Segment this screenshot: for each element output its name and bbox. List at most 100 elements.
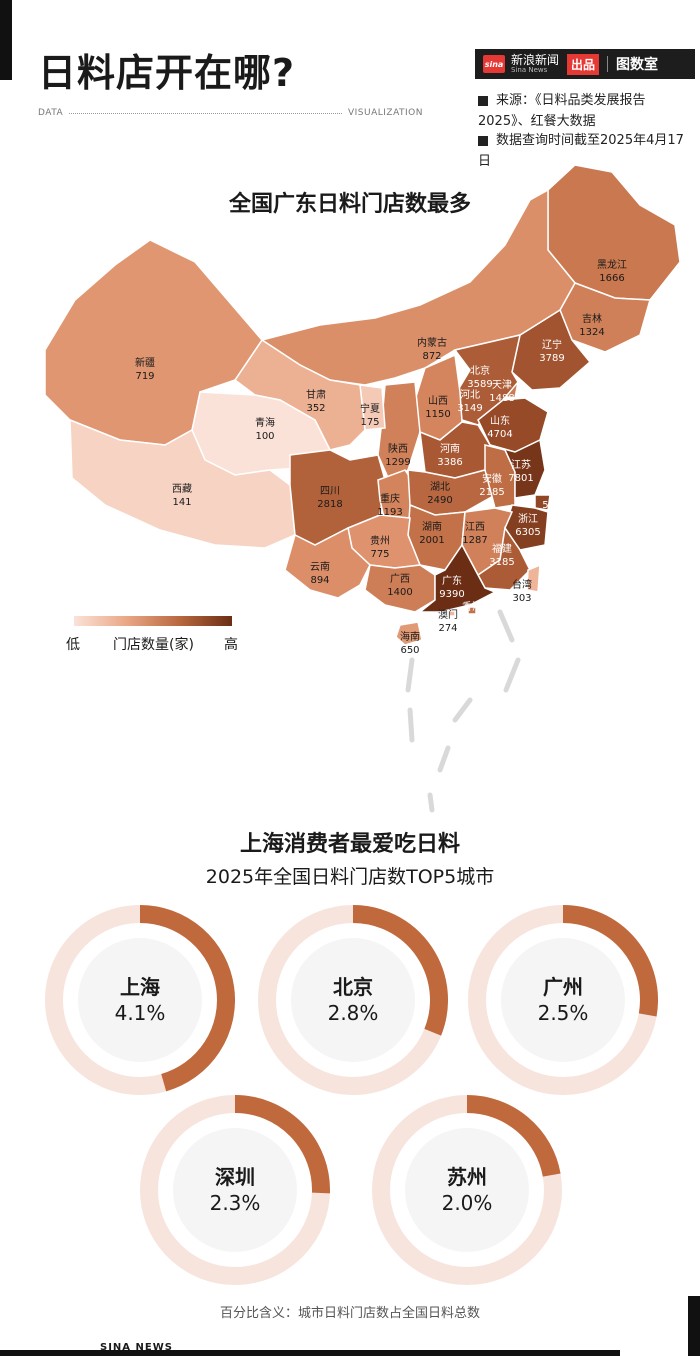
region-香港 — [467, 606, 477, 615]
legend-gradient — [74, 616, 232, 626]
brand-banner: sina 新浪新闻 Sina News 出品 图数室 — [475, 49, 695, 79]
region-name-label: 河北 — [460, 389, 480, 401]
region-name-label: 香港 — [462, 601, 482, 613]
region-value-label: 3149 — [457, 403, 482, 414]
region-value-label: 1193 — [377, 507, 402, 518]
donut-arc — [234, 1095, 330, 1194]
region-value-label: 2001 — [419, 535, 444, 546]
region-value-label: 4704 — [487, 429, 512, 440]
city-silhouette — [173, 1128, 297, 1252]
region-value-label: 3185 — [489, 557, 514, 568]
data-label: DATA — [38, 108, 64, 118]
donut-section-title: 上海消费者最爱吃日料 — [239, 832, 460, 857]
region-台湾 — [526, 563, 541, 593]
brand-name-en: Sina News — [511, 65, 548, 74]
region-name-label: 天津 — [492, 379, 512, 391]
region-value-label: 775 — [370, 549, 389, 560]
region-广东 — [417, 543, 497, 613]
region-name-label: 新疆 — [135, 356, 155, 369]
region-name-label: 台湾 — [512, 578, 532, 591]
region-value-label: 872 — [422, 351, 441, 362]
chupin-badge: 出品 — [567, 53, 600, 75]
donut-city-label: 苏州 — [447, 1165, 487, 1189]
region-value-label: 3589 — [467, 379, 492, 390]
region-辽宁 — [511, 308, 592, 391]
region-name-label: 河南 — [440, 442, 460, 455]
bullet-square-icon — [478, 135, 488, 146]
donut-苏州: 苏州 2.0% — [372, 1095, 562, 1285]
region-name-label: 广西 — [390, 573, 410, 585]
region-name-label: 湖南 — [422, 520, 442, 533]
donut-percent-label: 4.1% — [114, 1001, 166, 1025]
city-silhouette — [78, 938, 202, 1062]
region-value-label: 2033 — [459, 615, 484, 626]
data-room-logo: 图数室 — [616, 57, 659, 73]
donut-city-label: 北京 — [333, 975, 373, 999]
region-澳门 — [448, 610, 456, 617]
region-海南 — [395, 621, 423, 646]
donut-section-subtitle: 2025年全国日料门店数TOP5城市 — [205, 866, 495, 888]
region-value-label: 650 — [400, 645, 419, 656]
region-name-label: 安徽 — [482, 472, 502, 485]
region-name-label: 吉林 — [582, 312, 602, 325]
donut-上海: 上海 4.1% — [45, 905, 235, 1095]
donut-arc — [352, 905, 448, 1036]
region-value-label: 1324 — [579, 327, 604, 338]
china-map: 黑龙江 1666 吉林 1324 辽宁 3789 内蒙古 872 北京 3589 天津 1488 河北 3… — [44, 164, 681, 813]
region-name-label: 山东 — [490, 414, 510, 427]
region-value-label: 2490 — [427, 495, 452, 506]
region-value-label: 2818 — [317, 499, 342, 510]
region-value-label: 1666 — [599, 273, 624, 284]
city-silhouette — [501, 938, 625, 1062]
region-福建 — [477, 526, 531, 591]
sina-logo: sina — [483, 55, 505, 73]
region-name-label: 上海 — [545, 485, 565, 498]
region-value-label: 100 — [255, 431, 274, 442]
region-name-label: 广东 — [442, 574, 462, 587]
region-value-label: 141 — [172, 497, 191, 508]
city-silhouette — [291, 938, 415, 1062]
donut-广州: 广州 2.5% — [468, 905, 658, 1095]
region-name-label: 重庆 — [380, 492, 400, 505]
corner-decoration-bottom — [688, 1296, 700, 1356]
region-value-label: 352 — [306, 403, 325, 414]
region-name-label: 澳门 — [438, 608, 458, 621]
donut-percent-label: 2.3% — [209, 1191, 261, 1215]
donut-arc — [562, 905, 658, 1017]
source-item: 数据查询时间截至2025年4月17日 — [478, 133, 684, 169]
region-name-label: 福建 — [492, 542, 512, 555]
donut-percent-label: 2.0% — [441, 1191, 493, 1215]
region-value-label: 2185 — [479, 487, 504, 498]
region-value-label: 9390 — [439, 589, 464, 600]
bullet-square-icon — [478, 95, 488, 106]
region-name-label: 甘肃 — [306, 388, 326, 401]
region-name-label: 内蒙古 — [417, 336, 447, 349]
region-name-label: 山西 — [428, 395, 448, 407]
region-甘肃 — [233, 338, 366, 451]
donut-北京: 北京 2.8% — [258, 905, 448, 1095]
region-value-label: 1150 — [425, 409, 450, 420]
region-name-label: 云南 — [310, 560, 330, 573]
region-value-label: 3386 — [437, 457, 462, 468]
city-silhouette — [405, 1128, 529, 1252]
region-name-label: 北京 — [470, 364, 490, 377]
region-name-label: 海南 — [400, 630, 420, 643]
source-item: 来源：《日料品类发展报告2025》、红餐大数据 — [478, 93, 646, 129]
page-title: 日料店开在哪? — [38, 51, 296, 95]
region-name-label: 宁夏 — [360, 402, 380, 415]
region-name-label: 贵州 — [370, 534, 390, 547]
region-value-label: 719 — [135, 371, 154, 382]
region-value-label: 7801 — [508, 473, 533, 484]
legend-high-label: 高 — [224, 637, 238, 653]
region-value-label: 1287 — [462, 535, 487, 546]
region-内蒙古 — [260, 188, 576, 386]
region-value-label: 1400 — [387, 587, 412, 598]
bottom-bar — [0, 1350, 620, 1356]
donut-city-label: 深圳 — [215, 1165, 255, 1189]
region-name-label: 湖北 — [430, 481, 450, 493]
footer-brand: SINA NEWS — [100, 1342, 173, 1353]
region-value-label: 3789 — [539, 353, 564, 364]
region-value-label: 1299 — [385, 457, 410, 468]
region-value-label: 1488 — [489, 393, 514, 404]
visualization-label: VISUALIZATION — [347, 108, 423, 118]
